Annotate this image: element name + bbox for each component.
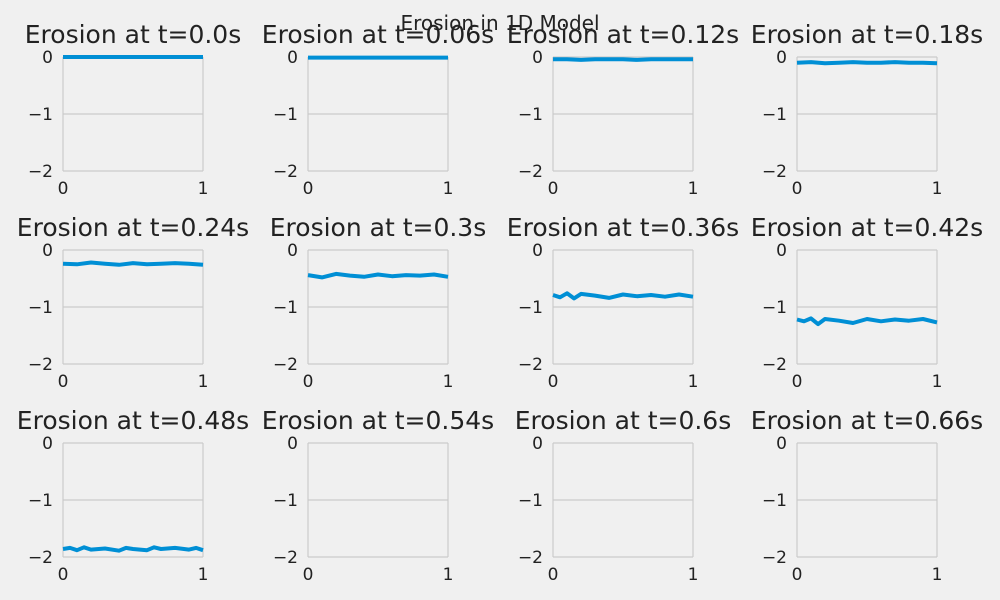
x-tick-label: 1 [932, 372, 943, 392]
figure-suptitle: Erosion in 1D Model [400, 11, 599, 35]
series-line [62, 260, 204, 267]
y-tick-label: −1 [273, 491, 298, 511]
y-tick-label: 0 [287, 434, 298, 454]
y-tick-label: 0 [776, 48, 787, 68]
y-tick-label: 0 [287, 241, 298, 261]
x-tick-label: 1 [443, 565, 454, 585]
y-tick-label: −2 [518, 162, 543, 182]
x-tick-label: 0 [58, 372, 69, 392]
y-tick-label: −2 [273, 355, 298, 375]
y-tick-label: 0 [532, 241, 543, 261]
y-tick-label: −2 [518, 355, 543, 375]
x-tick-label: 1 [688, 179, 699, 199]
y-tick-label: −2 [273, 548, 298, 568]
series-line [307, 271, 449, 280]
subplot-title: Erosion at t=0.54s [262, 406, 494, 435]
y-tick-label: 0 [42, 434, 53, 454]
subplot-title: Erosion at t=0.42s [751, 213, 983, 242]
x-tick-label: 1 [443, 179, 454, 199]
series-line [552, 291, 694, 301]
y-tick-label: −1 [28, 491, 53, 511]
y-tick-label: −1 [762, 298, 787, 318]
subplot-title: Erosion at t=0.66s [751, 406, 983, 435]
x-tick-label: 0 [303, 179, 314, 199]
subplot-title: Erosion at t=0.3s [270, 213, 486, 242]
y-tick-label: 0 [532, 434, 543, 454]
y-tick-label: −2 [762, 355, 787, 375]
y-tick-label: 0 [287, 48, 298, 68]
y-tick-label: −1 [28, 105, 53, 125]
x-tick-label: 0 [548, 372, 559, 392]
y-tick-label: −1 [518, 491, 543, 511]
y-tick-label: −2 [28, 355, 53, 375]
series-line [553, 57, 693, 62]
series-line [796, 60, 938, 66]
y-tick-label: −1 [273, 105, 298, 125]
y-tick-label: −1 [762, 105, 787, 125]
y-tick-label: −2 [273, 162, 298, 182]
x-tick-label: 1 [198, 565, 209, 585]
y-tick-label: −2 [28, 162, 53, 182]
x-tick-label: 0 [303, 372, 314, 392]
subplot-title: Erosion at t=0.0s [25, 20, 241, 49]
y-tick-label: −1 [273, 298, 298, 318]
x-tick-label: 0 [792, 372, 803, 392]
y-tick-label: −2 [28, 548, 53, 568]
x-tick-label: 0 [792, 565, 803, 585]
y-tick-label: 0 [42, 241, 53, 261]
subplot-title: Erosion at t=0.06s [262, 20, 494, 49]
subplot-title: Erosion at t=0.48s [17, 406, 249, 435]
y-tick-label: −2 [518, 548, 543, 568]
y-tick-label: −1 [762, 491, 787, 511]
y-tick-label: −1 [28, 298, 53, 318]
x-tick-label: 1 [688, 565, 699, 585]
series-line [62, 545, 204, 553]
x-tick-label: 1 [688, 372, 699, 392]
y-tick-label: 0 [532, 48, 543, 68]
y-tick-label: 0 [776, 434, 787, 454]
subplot-title: Erosion at t=0.6s [515, 406, 731, 435]
x-tick-label: 1 [198, 179, 209, 199]
x-tick-label: 1 [932, 179, 943, 199]
x-tick-label: 1 [932, 565, 943, 585]
subplot-title: Erosion at t=0.36s [507, 213, 739, 242]
y-tick-label: −2 [762, 548, 787, 568]
y-tick-label: 0 [776, 241, 787, 261]
y-tick-label: −2 [762, 162, 787, 182]
x-tick-label: 0 [548, 179, 559, 199]
series-line [796, 316, 938, 327]
y-tick-label: −1 [518, 105, 543, 125]
x-tick-label: 0 [548, 565, 559, 585]
x-tick-label: 0 [303, 565, 314, 585]
x-tick-label: 1 [198, 372, 209, 392]
y-tick-label: −1 [518, 298, 543, 318]
subplot-title: Erosion at t=0.12s [507, 20, 739, 49]
x-tick-label: 0 [58, 179, 69, 199]
subplot-title: Erosion at t=0.24s [17, 213, 249, 242]
x-tick-label: 1 [443, 372, 454, 392]
x-tick-label: 0 [792, 179, 803, 199]
y-tick-label: 0 [42, 48, 53, 68]
x-tick-label: 0 [58, 565, 69, 585]
subplot-title: Erosion at t=0.18s [751, 20, 983, 49]
